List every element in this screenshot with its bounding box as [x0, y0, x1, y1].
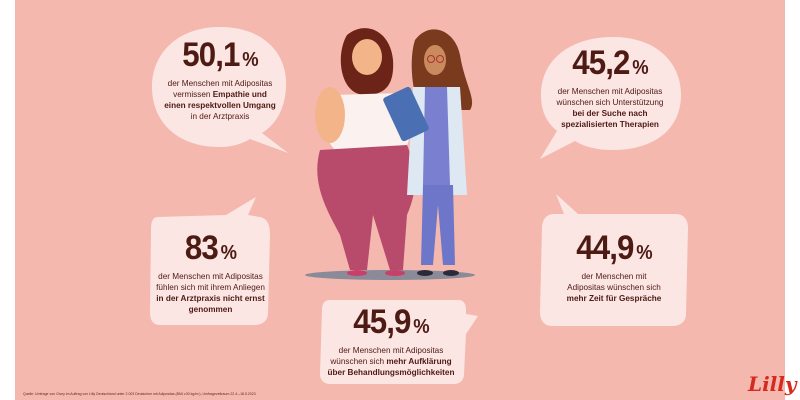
stat-bubble-therapy-search: 45,2% der Menschen mit Adipositas wünschen…	[535, 35, 685, 160]
stat-content: 45,2% der Menschen mit Adipositas wünschen…	[535, 45, 685, 130]
description-line: in der Arztpraxis	[150, 111, 290, 122]
highlighted-text: mehr Zeit für Gespräche	[566, 294, 662, 303]
stat-description: der Menschen mit Adipositas wünschen sich…	[318, 345, 464, 378]
highlighted-text: bei der Suche nach	[572, 109, 648, 118]
stat-value: 83	[184, 229, 219, 267]
description-line: mehr Zeit für Gespräche	[538, 293, 690, 304]
description-line: der Menschen mit Adipositas	[150, 78, 290, 89]
stat-content: 44,9% der Menschen mit Adipositas wünschen…	[538, 230, 690, 304]
stat-description: der Menschen mit Adipositas wünschen sich…	[535, 86, 685, 130]
stat-value: 45,9	[353, 303, 411, 341]
stat-bubble-treatment-info: 45,9% der Menschen mit Adipositas wünschen…	[318, 298, 478, 386]
text-segment: wünschen sich Unterstützung	[556, 98, 664, 107]
stat-value: 44,9	[576, 229, 634, 267]
text-segment: wünschen sich	[330, 357, 387, 366]
text-segment: der Menschen mit	[581, 272, 647, 281]
speech-bubble-shape	[152, 27, 288, 153]
stat-unit: %	[636, 242, 652, 264]
stat-unit: %	[632, 57, 648, 79]
description-line: genommen	[148, 304, 273, 315]
highlighted-text: Empathie und	[212, 90, 267, 99]
speech-bubble-shape	[150, 197, 270, 325]
lilly-logo: Lilly	[748, 372, 797, 396]
text-segment: der Menschen mit Adipositas	[557, 87, 663, 96]
description-line: wünschen sich mehr Aufklärung	[318, 356, 464, 367]
speech-bubble-shape	[540, 194, 688, 326]
highlighted-text: spezialisierten Therapien	[561, 120, 659, 129]
description-line: vermissen Empathie und	[150, 89, 290, 100]
stat-unit: %	[220, 242, 237, 264]
description-line: einen respektvollen Umgang	[150, 100, 290, 111]
stat-content: 83% der Menschen mit Adipositas fühlen sic…	[148, 230, 273, 315]
text-segment: in der Arztpraxis	[190, 112, 250, 121]
stat-unit: %	[242, 49, 258, 71]
stat-bubble-conversation-time: 44,9% der Menschen mit Adipositas wünschen…	[538, 192, 690, 327]
stat-percentage: 44,9%	[544, 230, 684, 271]
description-line: in der Arztpraxis nicht ernst	[148, 293, 273, 304]
stat-content: 45,9% der Menschen mit Adipositas wünschen…	[318, 304, 464, 378]
stat-percentage: 45,9%	[324, 304, 458, 345]
stat-description: der Menschen mit Adipositas fühlen sich m…	[148, 271, 273, 315]
patient-figure	[315, 28, 415, 276]
doctor-figure	[383, 29, 473, 276]
stat-percentage: 50,1%	[156, 37, 285, 78]
stat-description: der Menschen mit Adipositas wünschen sich…	[538, 271, 690, 304]
stat-percentage: 45,2%	[541, 45, 679, 86]
description-line: fühlen sich mit ihrem Anliegen	[148, 282, 273, 293]
stat-bubble-not-taken-seriously: 83% der Menschen mit Adipositas fühlen sic…	[148, 195, 273, 327]
stat-content: 50,1% der Menschen mit Adipositas vermisse…	[150, 37, 290, 122]
description-line: der Menschen mit	[538, 271, 690, 282]
text-segment: vermissen	[173, 90, 213, 99]
stat-description: der Menschen mit Adipositas vermissen Emp…	[150, 78, 290, 122]
highlighted-text: genommen	[188, 305, 233, 314]
stat-value: 50,1	[182, 36, 240, 74]
highlighted-text: über Behandlungsmöglichkeiten	[327, 368, 455, 377]
description-line: über Behandlungsmöglichkeiten	[318, 367, 464, 378]
text-segment: der Menschen mit Adipositas	[338, 346, 444, 355]
description-line: Adipositas wünschen sich	[538, 282, 690, 293]
description-line: der Menschen mit Adipositas	[148, 271, 273, 282]
text-segment: Adipositas wünschen sich	[567, 283, 661, 292]
stat-unit: %	[413, 316, 429, 338]
text-segment: der Menschen mit Adipositas	[167, 79, 273, 88]
highlighted-text: einen respektvollen Umgang	[164, 101, 276, 110]
highlighted-text: in der Arztpraxis nicht ernst	[156, 294, 265, 303]
speech-bubble-shape	[320, 300, 478, 384]
stat-percentage: 83%	[153, 230, 268, 271]
stat-value: 45,2	[572, 44, 630, 82]
highlighted-text: mehr Aufklärung	[386, 357, 452, 366]
text-segment: fühlen sich mit ihrem Anliegen	[156, 283, 265, 292]
description-line: der Menschen mit Adipositas	[318, 345, 464, 356]
patient-doctor-illustration	[305, 28, 475, 280]
description-line: spezialisierten Therapien	[535, 119, 685, 130]
description-line: bei der Suche nach	[535, 108, 685, 119]
speech-bubble-shape	[540, 37, 681, 159]
source-footnote: Quelle: Umfrage von Civey im Auftrag von…	[23, 392, 256, 396]
description-line: wünschen sich Unterstützung	[535, 97, 685, 108]
text-segment: der Menschen mit Adipositas	[158, 272, 263, 281]
description-line: der Menschen mit Adipositas	[535, 86, 685, 97]
stat-bubble-empathy: 50,1% der Menschen mit Adipositas vermisse…	[150, 25, 290, 155]
